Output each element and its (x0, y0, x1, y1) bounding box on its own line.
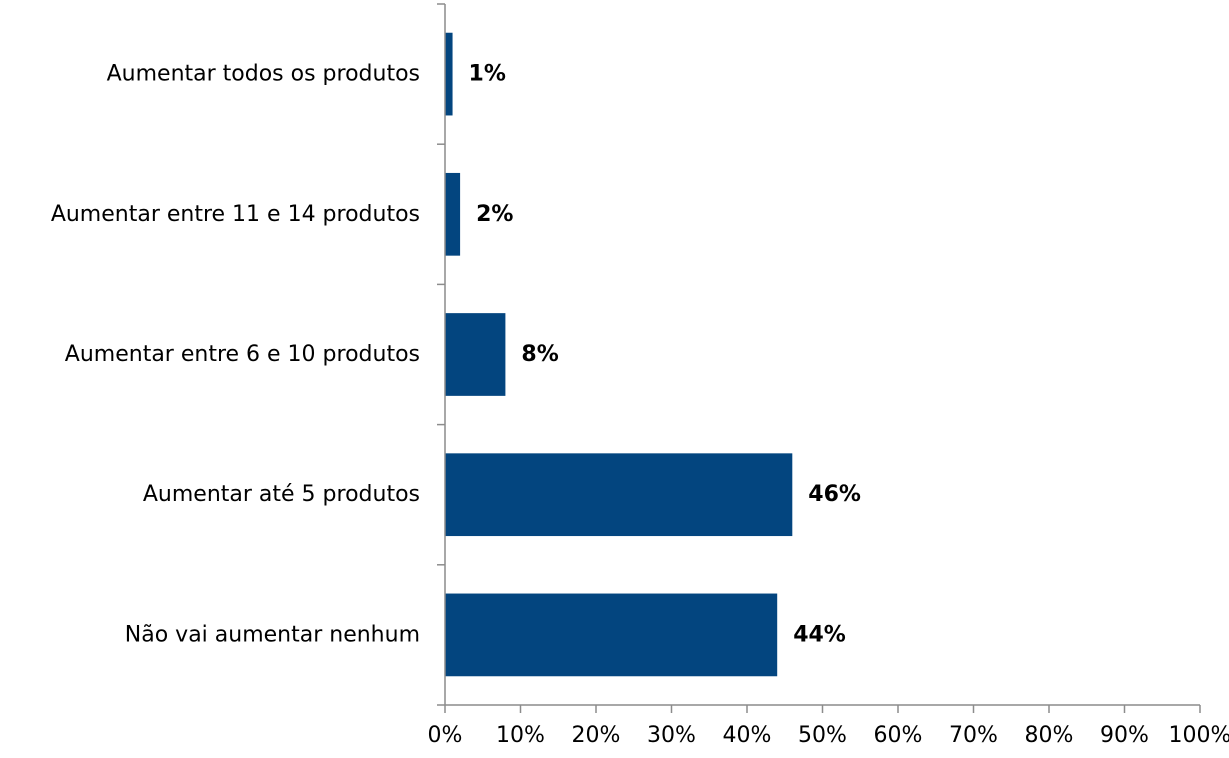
x-tick-label: 0% (428, 723, 463, 748)
bar (445, 172, 461, 256)
bar (445, 593, 778, 677)
data-label: 8% (521, 342, 558, 367)
data-label: 46% (808, 482, 861, 507)
x-tick-label: 80% (1025, 723, 1074, 748)
bar (445, 32, 453, 116)
bar (445, 313, 506, 396)
data-label: 44% (793, 622, 846, 647)
category-label: Aumentar todos os produtos (107, 62, 420, 87)
x-tick-label: 20% (572, 723, 621, 748)
bars-group (445, 32, 793, 677)
x-tick-label: 70% (949, 723, 998, 748)
data-label: 1% (469, 62, 506, 87)
labels-group: Aumentar todos os produtos 1% Aumentar ent… (51, 62, 861, 648)
x-tick-label: 100% (1169, 723, 1229, 748)
x-tick-label: 60% (874, 723, 923, 748)
category-label: Aumentar até 5 produtos (143, 482, 420, 507)
bar (445, 453, 793, 537)
data-label: 2% (476, 202, 513, 227)
category-label: Aumentar entre 11 e 14 produtos (51, 202, 420, 227)
x-tick-label: 40% (723, 723, 772, 748)
x-tick-label: 90% (1100, 723, 1149, 748)
x-tick-label: 50% (798, 723, 847, 748)
x-tick-label: 30% (647, 723, 696, 748)
category-label: Aumentar entre 6 e 10 produtos (65, 342, 420, 367)
x-tick-label: 10% (496, 723, 545, 748)
axes-group: 0% 10% 20% 30% 40% 50% 60% 70% 80% 90% 100% (428, 3, 1229, 748)
category-label: Não vai aumentar nenhum (125, 622, 420, 647)
